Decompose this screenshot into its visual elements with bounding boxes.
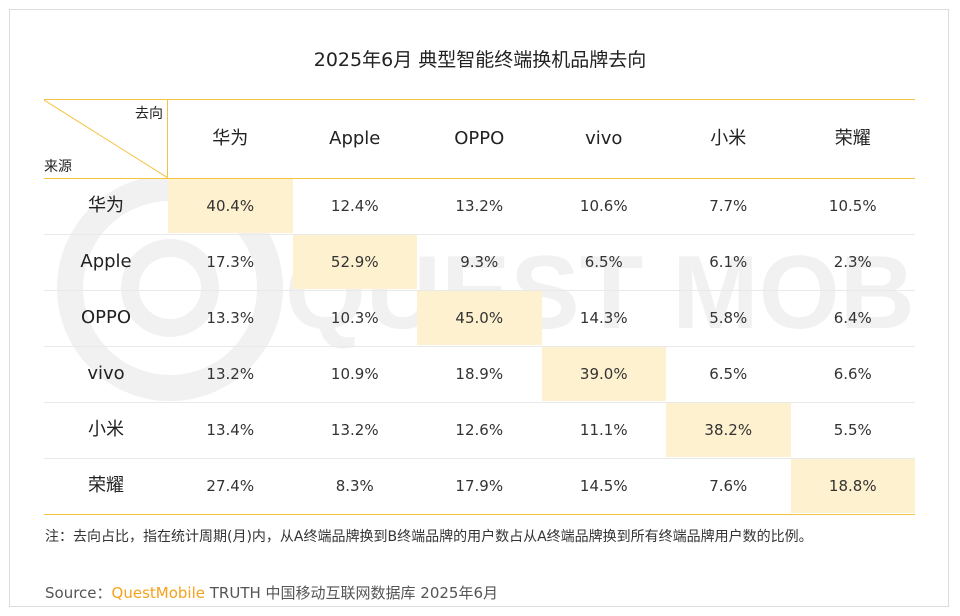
table-row: 荣耀 27.4% 8.3% 17.9% 14.5% 7.6% 18.8% (44, 459, 915, 515)
table-cell: 12.6% (455, 421, 504, 439)
table-cell: 5.8% (709, 309, 748, 327)
corner-from-label: 来源 (44, 159, 72, 175)
corner-cell: 去向 来源 (44, 100, 168, 178)
table-cell: 27.4% (206, 477, 255, 495)
table-cell: 18.9% (455, 365, 504, 383)
table-cell: 13.2% (206, 365, 255, 383)
table-cell: 6.1% (709, 253, 748, 271)
table-cell: 9.3% (460, 253, 499, 271)
source-line: Source：QuestMobile TRUTH 中国移动互联网数据库 2025… (45, 582, 498, 603)
table-cell: 17.3% (206, 253, 255, 271)
table-cell: 6.5% (709, 365, 748, 383)
highlight-cell: 45.0% (417, 291, 542, 345)
chart-frame (9, 9, 949, 607)
column-header: 华为 (212, 128, 249, 149)
table-cell: 7.7% (709, 197, 748, 215)
row-header: 华为 (88, 195, 124, 216)
table-cell: 10.3% (330, 309, 379, 327)
row-header: 小米 (88, 419, 124, 440)
table-cell: 17.9% (455, 477, 504, 495)
highlight-cell: 40.4% (168, 179, 293, 233)
row-header: 荣耀 (88, 475, 124, 496)
table-cell: 6.6% (833, 365, 872, 383)
corner-diagonal (44, 100, 168, 178)
column-header: OPPO (454, 128, 505, 149)
table-cell: 13.2% (330, 421, 379, 439)
row-header: Apple (80, 251, 132, 272)
table-cell: 6.4% (833, 309, 872, 327)
table-cell: 13.4% (206, 421, 255, 439)
table-cell: 14.3% (579, 309, 628, 327)
table-cell: 6.5% (584, 253, 623, 271)
table-row: 华为 40.4% 12.4% 13.2% 10.6% 7.7% 10.5% (44, 179, 915, 235)
column-header: 荣耀 (834, 128, 871, 149)
highlight-cell: 52.9% (292, 235, 417, 289)
table-cell: 8.3% (335, 477, 374, 495)
highlight-cell: 39.0% (541, 347, 666, 401)
table-cell: 11.1% (579, 421, 628, 439)
source-prefix: Source： (45, 584, 112, 602)
table-row: vivo 13.2% 10.9% 18.9% 39.0% 6.5% 6.6% (44, 347, 915, 403)
column-header: vivo (585, 128, 623, 149)
source-brand: QuestMobile (111, 584, 205, 602)
table-cell: 2.3% (833, 253, 872, 271)
table-cell: 10.5% (828, 197, 877, 215)
table-row: 小米 13.4% 13.2% 12.6% 11.1% 38.2% 5.5% (44, 403, 915, 459)
column-header: 小米 (710, 128, 747, 149)
column-header: Apple (329, 128, 381, 149)
table-cell: 10.9% (330, 365, 379, 383)
table-header: 去向 来源 华为 Apple OPPO vivo 小米 荣耀 (44, 99, 915, 179)
footnote: 注：去向占比，指在统计周期(月)内，从A终端品牌换到B终端品牌的用户数占从A终端… (45, 529, 813, 545)
table-cell: 13.3% (206, 309, 255, 327)
source-rest: TRUTH 中国移动互联网数据库 2025年6月 (204, 584, 499, 602)
table-cell: 13.2% (455, 197, 504, 215)
highlight-cell: 38.2% (666, 403, 791, 457)
table-cell: 5.5% (833, 421, 872, 439)
table-row: Apple 17.3% 52.9% 9.3% 6.5% 6.1% 2.3% (44, 235, 915, 291)
corner-to-label: 去向 (135, 106, 163, 122)
table-cell: 7.6% (709, 477, 748, 495)
row-header: OPPO (80, 307, 132, 328)
chart-title: 2025年6月 典型智能终端换机品牌去向 (313, 49, 647, 71)
highlight-cell: 18.8% (790, 459, 915, 513)
table-cell: 14.5% (579, 477, 628, 495)
brand-switch-table: 去向 来源 华为 Apple OPPO vivo 小米 荣耀 华为 40.4% 12.4% 13… (44, 99, 915, 515)
table-row: OPPO 13.3% 10.3% 45.0% 14.3% 5.8% 6.4% (44, 291, 915, 347)
table-cell: 10.6% (579, 197, 628, 215)
row-header: vivo (87, 363, 125, 384)
table-cell: 12.4% (330, 197, 379, 215)
